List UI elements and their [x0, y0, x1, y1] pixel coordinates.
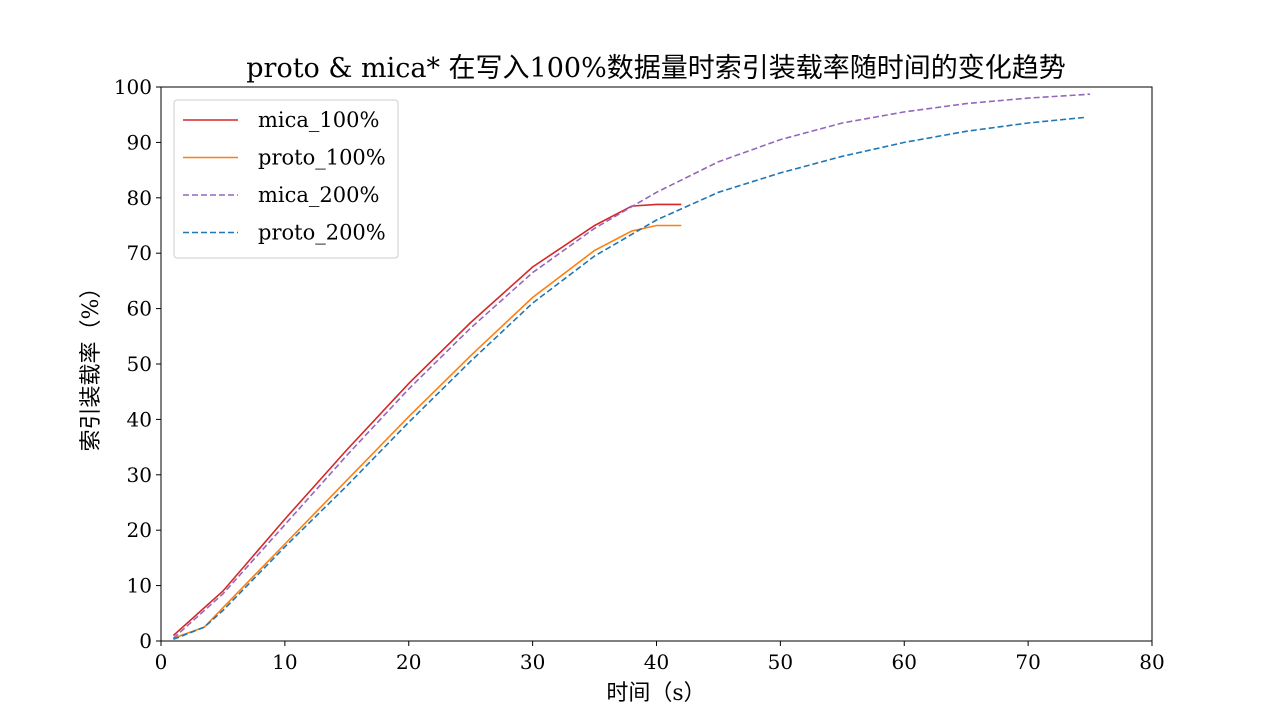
legend-label: proto_200% [258, 221, 386, 245]
x-tick-label: 50 [768, 650, 793, 674]
x-tick-label: 30 [520, 650, 545, 674]
legend-label: proto_100% [258, 146, 386, 170]
y-tick-label: 20 [127, 518, 152, 542]
y-tick-label: 80 [127, 186, 152, 210]
y-tick-label: 40 [127, 407, 152, 431]
y-tick-label: 50 [127, 352, 152, 376]
legend-label: mica_100% [258, 108, 379, 132]
series-line-proto-100- [173, 224, 682, 639]
legend-box [173, 99, 399, 259]
x-tick-label: 20 [396, 650, 421, 674]
y-tick-label: 100 [114, 75, 152, 99]
x-tick-label: 80 [1139, 650, 1164, 674]
legend: mica_100% proto_100% mica_200% proto_200% [173, 99, 399, 259]
y-axis: 0 10 20 30 40 50 60 70 80 90 100 [114, 75, 161, 653]
x-axis-label: 时间（s） [606, 681, 705, 706]
y-tick-label: 10 [127, 574, 152, 598]
x-tick-label: 0 [155, 650, 168, 674]
series-layer [172, 93, 1091, 641]
y-tick-label: 70 [127, 241, 152, 265]
y-axis-label: 索引装载率（%） [79, 277, 104, 452]
x-tick-label: 10 [272, 650, 297, 674]
y-tick-label: 60 [127, 297, 152, 321]
series-line-proto-200- [173, 116, 1084, 641]
y-tick-label: 0 [139, 629, 152, 653]
x-axis: 0 10 20 30 40 50 60 70 80 [155, 641, 1165, 674]
x-tick-label: 70 [1015, 650, 1040, 674]
y-tick-label: 30 [127, 463, 152, 487]
legend-label: mica_200% [258, 183, 379, 207]
x-tick-label: 60 [892, 650, 917, 674]
series-line-mica-200- [172, 93, 1091, 639]
x-tick-label: 40 [644, 650, 669, 674]
series-line-mica-100- [172, 203, 682, 637]
chart-title: proto & mica* 在写入100%数据量时索引装载率随时间的变化趋势 [246, 53, 1065, 84]
y-tick-label: 90 [127, 130, 152, 154]
